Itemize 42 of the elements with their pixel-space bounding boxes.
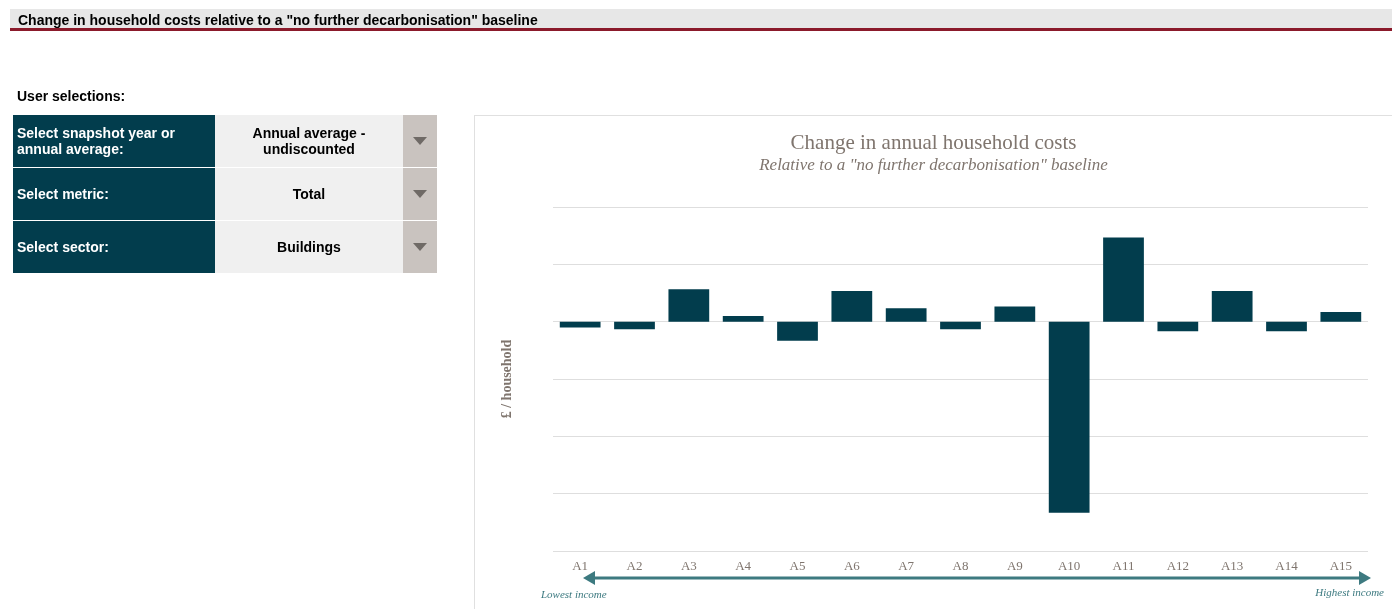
bar [1048, 321, 1090, 513]
x-tick-label: A2 [626, 558, 643, 573]
x-tick-label: A6 [843, 558, 861, 573]
text: User selections: [17, 88, 126, 104]
x-tick-label: A7 [898, 558, 915, 573]
bar [1211, 291, 1253, 322]
x-tick-label: A14 [1275, 558, 1299, 573]
x-tick-label: A1 [572, 558, 589, 573]
bar [777, 321, 818, 341]
text: Select metric: [13, 168, 215, 220]
bar [885, 308, 927, 322]
x-tick-label: A12 [1166, 558, 1190, 573]
bar [722, 315, 764, 322]
bar [1320, 312, 1362, 322]
text: Buildings [215, 221, 403, 273]
text: Select sector: [13, 221, 215, 273]
bar [668, 289, 710, 322]
bar [994, 306, 1036, 322]
text: Select snapshot year or annual average: [13, 115, 215, 167]
bar [940, 321, 981, 330]
text: Annual average - undiscounted [215, 115, 403, 167]
text: Highest income [1314, 585, 1385, 598]
bar [1157, 321, 1199, 332]
bar [1266, 321, 1307, 332]
chart-subtitle: Relative to a "no further decarbonisation" baseline [758, 155, 1109, 174]
bar [831, 291, 873, 322]
x-tick-label: A5 [789, 558, 806, 573]
x-tick-label: A4 [735, 558, 752, 573]
x-tick-label: A11 [1112, 558, 1135, 573]
bar [614, 321, 655, 330]
bar [1103, 237, 1144, 322]
x-tick-label: A3 [680, 558, 697, 573]
x-tick-label: A13 [1220, 558, 1244, 573]
chart-title: Change in annual household costs [790, 129, 1077, 154]
text: Change in household costs relative to a "no further decarbonisation" baseline [10, 9, 1392, 31]
x-tick-label: A10 [1057, 558, 1081, 573]
x-tick-label: A8 [952, 558, 969, 573]
text: Lowest income [540, 587, 607, 600]
x-tick-label: A9 [1006, 558, 1023, 573]
text: Total [215, 168, 403, 220]
x-tick-label: A15 [1329, 558, 1353, 573]
y-axis-title: £ / household [498, 339, 514, 419]
